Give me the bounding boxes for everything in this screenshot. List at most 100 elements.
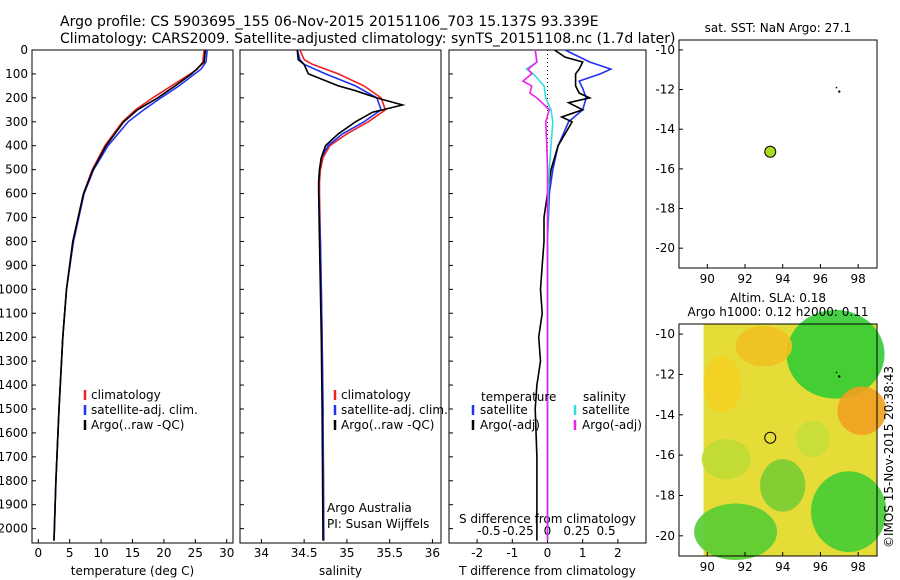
depth-tick-label: 900 <box>5 258 28 272</box>
owner-annotation: PI: Susan Wijffels <box>327 517 429 531</box>
depth-tick-label: 1100 <box>0 306 28 320</box>
salinity-diff-tick-label: 0.5 <box>597 524 616 538</box>
depth-tick-label: 1200 <box>0 330 28 344</box>
sla-map-field-patch <box>703 356 742 413</box>
depth-tick-label: 0 <box>20 43 28 57</box>
sla-map-island-marker <box>838 375 841 378</box>
owner-annotation: Argo Australia <box>327 501 412 515</box>
depth-tick-label: 100 <box>5 67 28 81</box>
legend-label: Argo(..raw -QC) <box>341 418 434 432</box>
sla-map-field-patch <box>786 309 885 399</box>
difference-xtick-label: -1 <box>506 546 518 560</box>
depth-tick-label: 800 <box>5 234 28 248</box>
salinity-xtick-label: 36 <box>425 546 440 560</box>
depth-tick-label: 300 <box>5 115 28 129</box>
sst-map-xtick-label: 98 <box>851 272 866 286</box>
sst-map-frame <box>678 39 878 269</box>
sst-map-ytick-label: -18 <box>655 202 675 216</box>
salinity-series-line <box>296 49 406 541</box>
difference-xtick-label: -2 <box>471 546 483 560</box>
sla-map-field-patch <box>694 503 778 561</box>
salinity-xlabel: salinity <box>319 564 362 578</box>
temperature-xtick-label: 10 <box>93 546 108 560</box>
salinity-xtick-label: 34 <box>254 546 269 560</box>
sla-map-xtick-label: 94 <box>775 560 790 574</box>
sla-map-island-marker <box>835 371 838 374</box>
difference-series-line <box>546 49 613 541</box>
depth-tick-label: 1400 <box>0 378 28 392</box>
sst-map-island-marker <box>835 86 838 89</box>
depth-tick-label: 1300 <box>0 354 28 368</box>
legend-label: satellite <box>582 403 630 417</box>
sst-map-xtick-label: 96 <box>813 272 828 286</box>
sla-map-ytick-label: -18 <box>655 488 675 502</box>
sst-map-ytick-label: -14 <box>655 122 675 136</box>
sla-map-field-patch <box>811 471 887 552</box>
legend-label: Argo(..raw -QC) <box>91 418 184 432</box>
sla-map-xtick-label: 92 <box>737 560 752 574</box>
sst-map-title: sat. SST: NaN Argo: 27.1 <box>705 21 852 35</box>
sst-map-island-marker <box>838 90 841 93</box>
difference-xtick-label: 1 <box>579 546 587 560</box>
sla-map-field-patch <box>837 386 887 435</box>
temperature-xtick-label: 5 <box>66 546 74 560</box>
depth-tick-label: 600 <box>5 187 28 201</box>
salinity-series-line <box>299 49 387 541</box>
depth-tick-label: 1700 <box>0 450 28 464</box>
depth-tick-label: 1500 <box>0 402 28 416</box>
salinity-xtick-label: 34.5 <box>291 546 318 560</box>
legend-label: satellite-adj. clim. <box>91 403 198 417</box>
chart-title-line2: Climatology: CARS2009. Satellite-adjuste… <box>60 31 676 47</box>
legend-header: temperature <box>481 390 556 404</box>
legend-label: climatology <box>91 388 161 402</box>
chart-title-line1: Argo profile: CS 5903695_155 06-Nov-2015… <box>60 14 599 30</box>
sla-map-ytick-label: -20 <box>655 529 675 543</box>
temperature-series-line <box>53 49 207 541</box>
difference-series-line <box>524 49 554 541</box>
sla-map-field-patch <box>735 326 793 367</box>
depth-tick-label: 200 <box>5 91 28 105</box>
legend-label: satellite <box>480 403 528 417</box>
temperature-xlabel: temperature (deg C) <box>71 564 194 578</box>
depth-tick-label: 1600 <box>0 426 28 440</box>
depth-tick-label: 1000 <box>0 282 28 296</box>
depth-tick-label: 700 <box>5 211 28 225</box>
depth-tick-label: 400 <box>5 139 28 153</box>
difference-series-line <box>534 49 593 541</box>
sst-map-float-position <box>764 145 777 158</box>
difference-xtick-label: 0 <box>544 546 552 560</box>
sla-map-xtick-label: 96 <box>813 560 828 574</box>
sla-map-float-position <box>764 431 777 444</box>
temperature-series-line <box>53 49 205 541</box>
sst-map-ytick-label: -10 <box>655 43 675 57</box>
sla-map-field-patch <box>760 459 806 512</box>
temperature-xtick-label: 0 <box>34 546 42 560</box>
depth-tick-label: 1800 <box>0 474 28 488</box>
difference-xlabel: T difference from climatology <box>458 564 636 578</box>
temperature-xtick-label: 15 <box>125 546 140 560</box>
sla-map-field-patch <box>795 420 830 458</box>
sst-map-ytick-label: -20 <box>655 241 675 255</box>
temperature-xtick-label: 25 <box>188 546 203 560</box>
sst-map-ytick-label: -12 <box>655 83 675 97</box>
sla-map-ytick-label: -14 <box>655 408 675 422</box>
temperature-xtick-label: 30 <box>219 546 234 560</box>
depth-tick-label: 1900 <box>0 498 28 512</box>
sla-map-frame <box>678 323 878 557</box>
salinity-xtick-label: 35 <box>339 546 354 560</box>
salinity-panel-frame <box>239 49 442 544</box>
sla-map-xtick-label: 90 <box>700 560 715 574</box>
salinity-diff-tick-label: 0.25 <box>563 524 590 538</box>
difference-series-line <box>521 49 551 541</box>
temperature-panel-frame <box>31 49 234 544</box>
sst-map-xtick-label: 90 <box>700 272 715 286</box>
depth-tick-label: 2000 <box>0 522 28 536</box>
temperature-xtick-label: 20 <box>156 546 171 560</box>
sla-map-ytick-label: -12 <box>655 367 675 381</box>
difference-xtick-label: 2 <box>614 546 622 560</box>
temperature-series-line <box>53 49 208 541</box>
legend-label: Argo(-adj) <box>582 418 642 432</box>
sst-map-xtick-label: 92 <box>737 272 752 286</box>
sla-map-xtick-label: 98 <box>851 560 866 574</box>
salinity-diff-tick-label: -0.5 <box>477 524 500 538</box>
